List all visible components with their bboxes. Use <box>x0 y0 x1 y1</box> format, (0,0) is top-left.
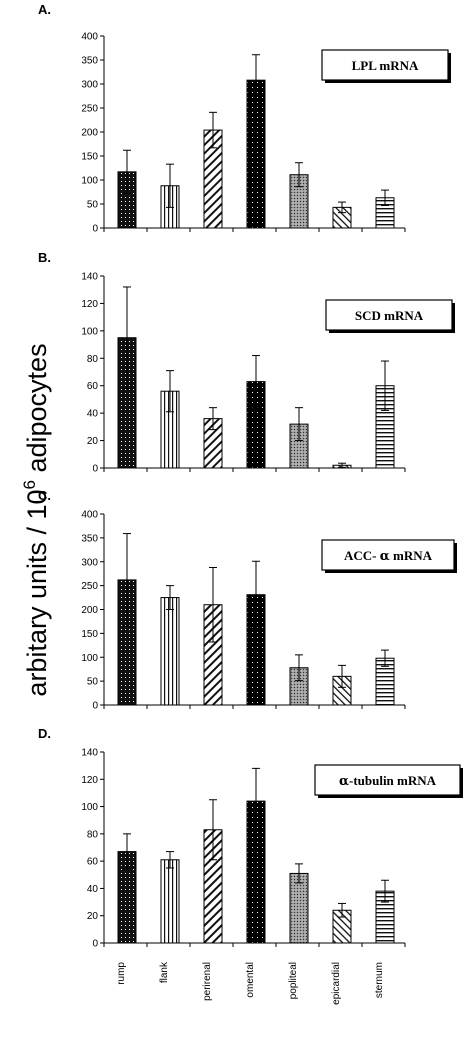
y-tick-label: 0 <box>92 701 98 712</box>
bar-flank <box>160 597 180 706</box>
error-bar-popliteal <box>295 863 303 884</box>
error-bar-epicardial <box>338 902 346 918</box>
y-tick-label: 350 <box>81 56 98 67</box>
error-bar-flank <box>166 370 174 413</box>
mrna-label: ACC- α mRNA <box>344 548 433 564</box>
panel-3: C. 0 50 100 150 200 250 300 350 400 ACC- α mRNA <box>38 488 457 712</box>
category-label-popliteal: popliteal <box>288 962 299 999</box>
y-tick-label: 140 <box>81 748 98 759</box>
error-bar-sternum <box>381 189 389 206</box>
error-bar-flank <box>166 163 174 208</box>
y-tick-label: 350 <box>81 533 98 544</box>
y-tick-label: 300 <box>81 557 98 568</box>
error-bar-popliteal <box>295 407 303 442</box>
y-tick-label: 200 <box>81 605 98 616</box>
category-label-sternum: sternum <box>374 962 385 998</box>
bar-flank <box>160 859 180 944</box>
y-tick-label: 200 <box>81 128 98 139</box>
y-tick-label: 50 <box>87 677 99 688</box>
error-bar-perirenal <box>209 799 217 861</box>
error-bar-epicardial <box>338 462 346 468</box>
error-bar-sternum <box>381 879 389 903</box>
mrna-label-box: ACC- α mRNA <box>321 539 457 573</box>
panel-letter: C. <box>38 488 51 503</box>
y-tick-label: 0 <box>92 939 98 950</box>
error-bar-sternum <box>381 649 389 667</box>
panel-2: B. 0 20 40 60 80 100 120 140 SCD mRNA <box>38 250 455 475</box>
error-bar-rump <box>123 286 131 389</box>
panel-letter: D. <box>38 726 51 741</box>
panel-letter: B. <box>38 250 51 265</box>
error-bar-omental <box>252 560 260 629</box>
y-tick-label: 120 <box>81 299 98 310</box>
y-tick-label: 0 <box>92 464 98 475</box>
error-bar-flank <box>166 585 174 610</box>
mrna-label-box: SCD mRNA <box>325 299 455 333</box>
panel-letter: A. <box>38 2 51 17</box>
y-tick-label: 400 <box>81 32 98 43</box>
y-tick-label: 40 <box>87 409 99 420</box>
y-tick-label: 50 <box>87 200 99 211</box>
y-tick-label: 20 <box>87 436 99 447</box>
y-tick-label: 400 <box>81 510 98 521</box>
y-tick-label: 80 <box>87 354 99 365</box>
panel-1: A. 0 50 100 150 200 250 300 350 400 LPL mRNA <box>38 2 451 235</box>
category-label-omental: omental <box>245 962 256 998</box>
y-tick-label: 100 <box>81 802 98 813</box>
y-tick-label: 60 <box>87 857 99 868</box>
y-tick-label: 100 <box>81 326 98 337</box>
y-tick-label: 250 <box>81 104 98 115</box>
error-bar-omental <box>252 355 260 409</box>
error-bar-rump <box>123 149 131 194</box>
error-bar-perirenal <box>209 566 217 643</box>
y-tick-label: 0 <box>92 224 98 235</box>
y-tick-label: 80 <box>87 829 99 840</box>
category-labels: rump flank perirenal omental popliteal epicar… <box>116 961 385 1005</box>
error-bar-popliteal <box>295 162 303 188</box>
mrna-label-box: LPL mRNA <box>321 49 451 83</box>
error-bar-perirenal <box>209 111 217 149</box>
y-tick-label: 100 <box>81 176 98 187</box>
mrna-label: α-tubulin mRNA <box>339 773 437 789</box>
error-bar-epicardial <box>338 201 346 214</box>
error-bar-sternum <box>381 360 389 411</box>
y-axis-label: arbitary units / 106 adipocytes <box>20 343 52 696</box>
error-bar-perirenal <box>209 407 217 431</box>
panel-4: D. 0 20 40 60 80 100 120 140 α-tubulin mRNA <box>38 726 463 950</box>
y-tick-label: 150 <box>81 629 98 640</box>
y-tick-label: 20 <box>87 911 99 922</box>
error-bar-rump <box>123 533 131 627</box>
y-tick-label: 60 <box>87 381 99 392</box>
y-tick-label: 100 <box>81 653 98 664</box>
error-bar-rump <box>123 833 131 870</box>
mrna-label-box: α-tubulin mRNA <box>314 764 463 798</box>
error-bar-omental <box>252 54 260 107</box>
y-tick-label: 300 <box>81 80 98 91</box>
y-tick-label: 120 <box>81 775 98 786</box>
y-tick-label: 140 <box>81 272 98 283</box>
category-label-perirenal: perirenal <box>202 962 213 1001</box>
error-bar-omental <box>252 767 260 835</box>
y-tick-label: 40 <box>87 884 99 895</box>
error-bar-flank <box>166 851 174 869</box>
y-tick-label: 250 <box>81 581 98 592</box>
bar-popliteal <box>289 872 309 944</box>
category-label-epicardial: epicardial <box>331 962 342 1005</box>
category-label-rump: rump <box>116 962 127 985</box>
mrna-label: LPL mRNA <box>352 58 419 73</box>
error-bar-epicardial <box>338 664 346 688</box>
mrna-label: SCD mRNA <box>355 308 424 323</box>
y-tick-label: 150 <box>81 152 98 163</box>
category-label-flank: flank <box>159 961 170 983</box>
error-bar-popliteal <box>295 654 303 682</box>
